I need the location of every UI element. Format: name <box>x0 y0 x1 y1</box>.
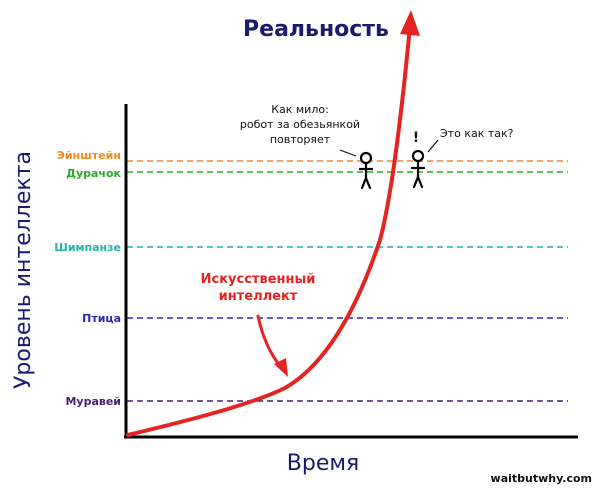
level-label-chimp: Шимпанзе <box>54 241 121 254</box>
watermark: waitbutwhy.com <box>491 472 592 485</box>
stick-figure-right-leg-r <box>416 175 424 189</box>
speech-right-exclaim: ! <box>413 130 419 146</box>
stick-figure-left-head <box>359 151 373 165</box>
ai-curve-line <box>126 24 412 437</box>
speech-right-pointer <box>427 139 439 153</box>
ai-pointer-head <box>274 358 288 377</box>
diagram-title: Реальность <box>243 17 389 42</box>
stick-figure-left <box>358 151 374 190</box>
level-label-ant: Муравей <box>65 395 121 408</box>
stick-figure-right-head <box>411 149 425 163</box>
ai-label-line1: Искусственный <box>201 272 316 287</box>
speech-left-line1: Как мило: <box>271 103 329 116</box>
level-dunce: Дурачок <box>66 167 568 180</box>
stick-figure-right-leg-l <box>412 175 420 189</box>
ai-pointer-line <box>256 314 284 370</box>
level-label-einstein: Эйнштейн <box>57 149 121 162</box>
ai-curve <box>126 10 420 437</box>
level-chimp: Шимпанзе <box>54 241 568 254</box>
level-ant: Муравей <box>65 395 568 408</box>
speech-right-text: Это как так? <box>440 127 514 140</box>
x-axis-title: Время <box>287 451 359 476</box>
ai-label-pointer <box>256 314 288 377</box>
level-bird: Птица <box>82 312 568 325</box>
y-axis-title: Уровень интеллекта <box>11 151 36 389</box>
speech-left-line2: робот за обезьянкой <box>240 118 360 131</box>
stick-figure-right <box>410 149 426 189</box>
level-einstein: Эйнштейн <box>57 149 568 162</box>
speech-left-line3: повторяет <box>270 133 331 146</box>
speech-left-pointer <box>339 149 357 157</box>
stick-figure-left-leg-r <box>364 176 372 190</box>
ai-label-line2: интеллект <box>219 289 298 304</box>
level-label-bird: Птица <box>82 312 121 325</box>
ai-curve-arrowhead <box>400 10 420 36</box>
level-label-dunce: Дурачок <box>66 167 121 180</box>
stick-figure-left-leg-l <box>360 176 368 190</box>
